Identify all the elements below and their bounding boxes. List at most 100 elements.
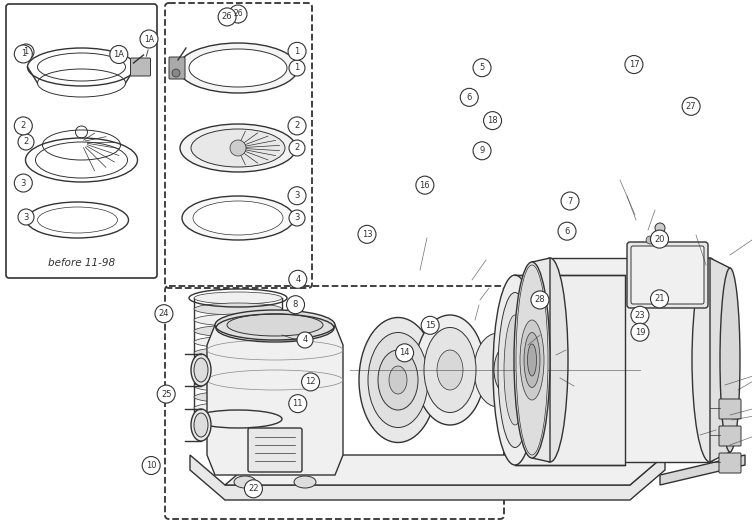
Text: 1A: 1A	[144, 34, 154, 43]
Text: 3: 3	[23, 213, 29, 222]
Ellipse shape	[524, 333, 540, 388]
Ellipse shape	[359, 317, 437, 442]
Text: 16: 16	[420, 180, 430, 190]
Circle shape	[18, 134, 34, 150]
Text: 4: 4	[296, 275, 300, 284]
Circle shape	[289, 270, 307, 288]
Text: 6: 6	[564, 226, 570, 236]
Circle shape	[229, 5, 247, 23]
Ellipse shape	[494, 342, 530, 397]
Ellipse shape	[182, 196, 294, 240]
Circle shape	[473, 59, 491, 77]
Text: 7: 7	[567, 196, 573, 206]
FancyBboxPatch shape	[631, 246, 704, 304]
Ellipse shape	[520, 320, 544, 400]
Circle shape	[625, 56, 643, 74]
Text: 20: 20	[654, 234, 665, 244]
Text: 25: 25	[161, 389, 171, 399]
Text: 26: 26	[233, 10, 243, 19]
Text: 21: 21	[654, 294, 665, 304]
Text: 13: 13	[362, 230, 372, 239]
Circle shape	[140, 30, 158, 48]
Text: 3: 3	[294, 214, 300, 223]
Circle shape	[655, 223, 665, 233]
Text: 2: 2	[23, 138, 29, 147]
Text: 17: 17	[629, 60, 639, 69]
Polygon shape	[710, 258, 730, 462]
Circle shape	[358, 225, 376, 243]
Circle shape	[289, 60, 305, 76]
Ellipse shape	[215, 310, 335, 340]
Text: 22: 22	[248, 484, 259, 494]
FancyBboxPatch shape	[248, 428, 302, 472]
Text: 19: 19	[635, 327, 645, 337]
Circle shape	[646, 236, 654, 244]
Ellipse shape	[511, 350, 537, 390]
Ellipse shape	[516, 265, 548, 455]
Text: 14: 14	[399, 348, 410, 358]
Circle shape	[289, 395, 307, 413]
Circle shape	[297, 332, 313, 348]
Text: 1: 1	[294, 63, 299, 72]
Circle shape	[558, 222, 576, 240]
Ellipse shape	[194, 303, 282, 315]
Text: 2: 2	[21, 121, 26, 131]
Text: 26: 26	[222, 12, 232, 22]
Ellipse shape	[514, 262, 550, 458]
Circle shape	[396, 344, 414, 362]
Text: 12: 12	[305, 377, 316, 387]
Text: 3: 3	[20, 178, 26, 188]
Polygon shape	[532, 258, 550, 462]
Ellipse shape	[194, 369, 282, 381]
Circle shape	[172, 69, 180, 77]
FancyBboxPatch shape	[719, 426, 741, 446]
Text: 15: 15	[425, 321, 435, 330]
Ellipse shape	[194, 347, 282, 359]
Text: 1: 1	[295, 47, 299, 56]
Polygon shape	[515, 275, 625, 465]
Ellipse shape	[227, 314, 323, 336]
Circle shape	[14, 174, 32, 192]
Circle shape	[288, 117, 306, 135]
Ellipse shape	[234, 476, 256, 488]
Circle shape	[631, 306, 649, 324]
Ellipse shape	[194, 380, 282, 392]
Ellipse shape	[720, 268, 740, 452]
Text: 24: 24	[159, 309, 169, 318]
Circle shape	[484, 112, 502, 130]
Ellipse shape	[498, 293, 532, 448]
Text: 3: 3	[294, 191, 300, 200]
FancyBboxPatch shape	[169, 57, 185, 79]
Circle shape	[302, 373, 320, 391]
Ellipse shape	[194, 402, 282, 414]
Text: 10: 10	[146, 461, 156, 470]
Circle shape	[416, 176, 434, 194]
FancyBboxPatch shape	[131, 58, 150, 76]
Ellipse shape	[194, 391, 282, 403]
Text: 11: 11	[293, 399, 303, 408]
Circle shape	[110, 45, 128, 63]
Ellipse shape	[194, 292, 282, 304]
Text: 2: 2	[295, 121, 299, 131]
Text: 2: 2	[294, 143, 299, 152]
Text: 18: 18	[487, 116, 498, 125]
Text: 28: 28	[535, 295, 545, 305]
Ellipse shape	[194, 325, 282, 337]
Polygon shape	[207, 325, 343, 475]
Ellipse shape	[527, 344, 536, 376]
Circle shape	[218, 8, 236, 26]
Circle shape	[288, 42, 306, 60]
Ellipse shape	[191, 129, 285, 167]
Ellipse shape	[194, 358, 282, 370]
Circle shape	[682, 97, 700, 115]
Ellipse shape	[194, 336, 282, 348]
Text: 5: 5	[480, 63, 484, 72]
Circle shape	[421, 316, 439, 334]
Text: 8: 8	[293, 300, 299, 309]
Circle shape	[531, 291, 549, 309]
Ellipse shape	[415, 315, 485, 425]
Text: 23: 23	[635, 311, 645, 320]
Circle shape	[244, 480, 262, 498]
Text: 1: 1	[23, 48, 29, 57]
Circle shape	[155, 305, 173, 323]
